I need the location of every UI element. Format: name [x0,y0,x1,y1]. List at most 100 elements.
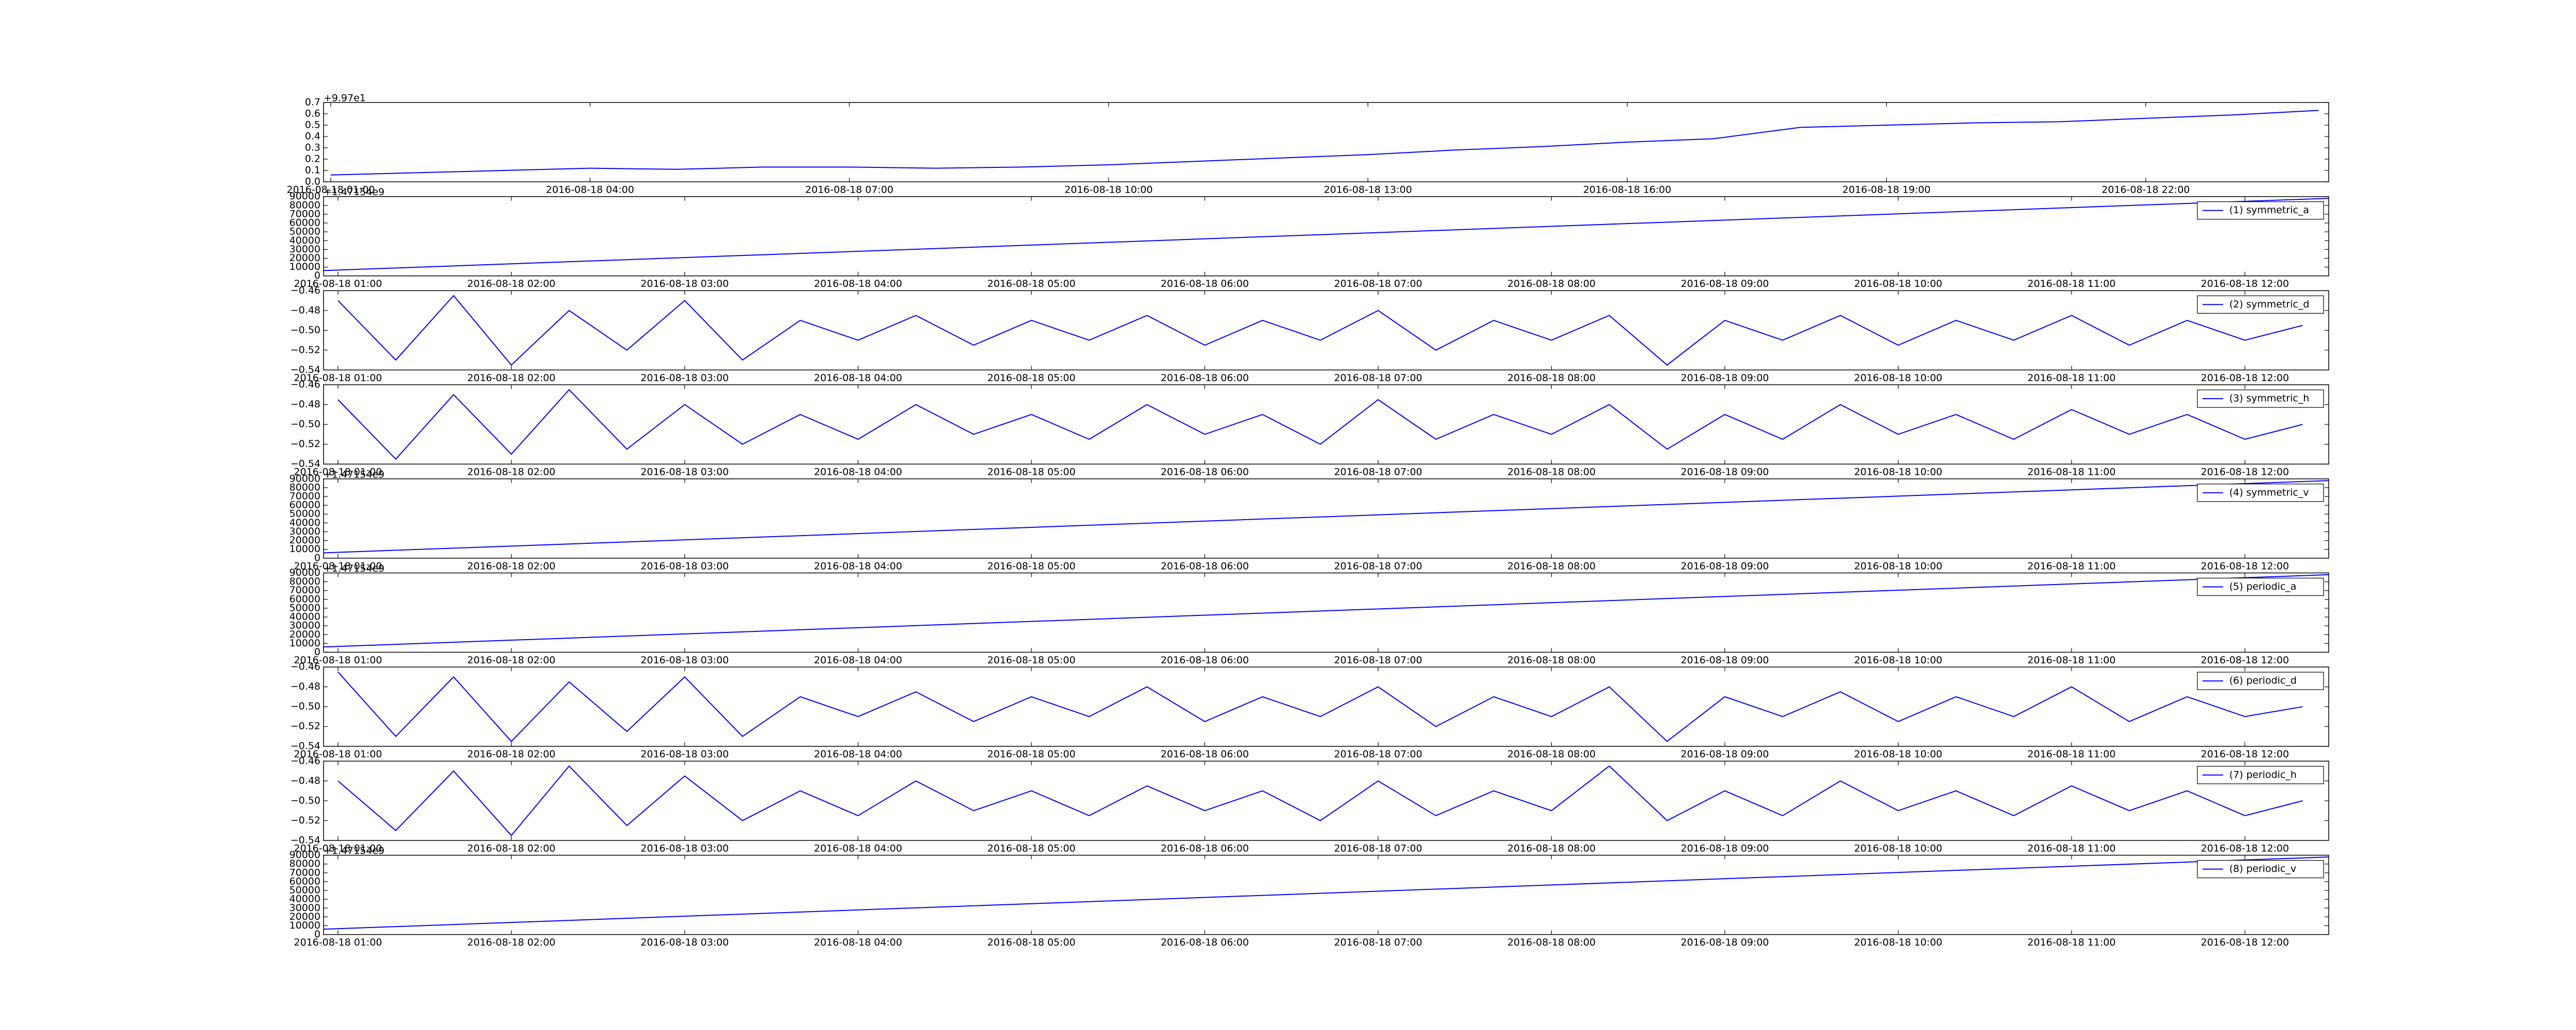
x-tick-label: 2016-08-18 02:00 [467,655,555,666]
x-tick-label: 2016-08-18 04:00 [546,184,634,196]
x-tick-label: 2016-08-18 12:00 [2201,749,2289,760]
y-tick-label: −0.50 [291,795,320,806]
x-tick-label: 2016-08-18 11:00 [2027,843,2115,854]
x-tick-label: 2016-08-18 08:00 [1507,843,1596,854]
x-tick-label: 2016-08-18 09:00 [1681,560,1769,572]
x-tick-label: 2016-08-18 01:00 [294,467,382,478]
series-line [337,765,2303,836]
x-tick-label: 2016-08-18 04:00 [814,467,902,478]
x-tick-label: 2016-08-18 02:00 [467,749,555,760]
x-tick-label: 2016-08-18 04:00 [814,655,902,666]
y-tick-label: 50000 [290,508,320,520]
x-tick-label: 2016-08-18 08:00 [1507,372,1596,384]
y-tick-label: 90000 [290,567,320,578]
y-tick-label: 50000 [290,602,320,613]
x-tick-label: 2016-08-18 05:00 [987,937,1075,948]
x-tick-label: 2016-08-18 06:00 [1161,372,1249,384]
x-tick-label: 2016-08-18 13:00 [1324,184,1412,196]
x-tick-label: 2016-08-18 10:00 [1064,184,1153,196]
x-tick-label: 2016-08-18 08:00 [1507,655,1596,666]
y-tick-label: 40000 [290,517,320,528]
x-tick-label: 2016-08-18 01:00 [294,843,382,854]
y-tick-label: 20000 [290,535,320,546]
x-tick-label: 2016-08-18 10:00 [1854,655,1942,666]
y-tick-label: 0.4 [305,131,320,142]
x-tick-label: 2016-08-18 08:00 [1507,467,1596,478]
y-tick-label: 60000 [290,500,320,511]
y-tick-label: 30000 [290,620,320,631]
y-tick-label: −0.52 [291,344,320,355]
x-tick-label: 2016-08-18 07:00 [805,184,893,196]
x-tick-label: 2016-08-18 02:00 [467,278,555,289]
x-tick-label: 2016-08-18 03:00 [640,843,728,854]
x-tick-label: 2016-08-18 19:00 [1842,184,1930,196]
x-tick-label: 2016-08-18 09:00 [1681,843,1769,854]
y-tick-label: 0 [314,646,320,658]
x-tick-label: 2016-08-18 09:00 [1681,467,1769,478]
x-tick-label: 2016-08-18 05:00 [987,749,1075,760]
axes-frame [323,290,2329,371]
y-tick-label: 30000 [290,526,320,537]
x-tick-label: 2016-08-18 09:00 [1681,937,1769,948]
y-tick-label: −0.46 [291,285,320,296]
x-tick-label: 2016-08-18 10:00 [1854,372,1942,384]
x-tick-label: 2016-08-18 05:00 [987,655,1075,666]
x-tick-label: 2016-08-18 11:00 [2027,937,2115,948]
y-tick-label: −0.46 [291,661,320,673]
y-tick-label: 30000 [290,244,320,255]
y-tick-label: −0.54 [291,364,320,375]
x-tick-label: 2016-08-18 11:00 [2027,467,2115,478]
x-tick-label: 2016-08-18 04:00 [814,937,902,948]
x-tick-label: 2016-08-18 07:00 [1334,560,1422,572]
legend-label: (7) periodic_h [2229,769,2297,780]
x-tick-label: 2016-08-18 08:00 [1507,560,1596,572]
y-tick-label: 0.6 [305,108,320,119]
y-tick-label: −0.50 [291,324,320,336]
axes-frame [323,854,2329,935]
y-tick-label: 90000 [290,473,320,484]
x-tick-label: 2016-08-18 11:00 [2027,749,2115,760]
y-tick-label: 30000 [290,902,320,914]
x-tick-label: 2016-08-18 07:00 [1334,749,1422,760]
x-tick-label: 2016-08-18 06:00 [1161,843,1249,854]
legend-label: (5) periodic_a [2229,581,2296,592]
y-tick-label: 70000 [290,208,320,219]
y-tick-label: 80000 [290,199,320,211]
legend-label: (3) symmetric_h [2229,393,2309,404]
y-tick-label: 50000 [290,885,320,896]
x-tick-label: 2016-08-18 10:00 [1854,937,1942,948]
y-tick-label: −0.46 [291,379,320,390]
x-tick-label: 2016-08-18 04:00 [814,560,902,572]
x-tick-label: 2016-08-18 02:00 [467,372,555,384]
x-tick-label: 2016-08-18 11:00 [2027,372,2115,384]
x-tick-label: 2016-08-18 09:00 [1681,278,1769,289]
x-tick-label: 2016-08-18 01:00 [286,184,375,196]
x-tick-label: 2016-08-18 02:00 [467,937,555,948]
offset-text: +1.47154e9 [324,469,384,480]
y-tick-label: −0.48 [291,681,320,692]
x-tick-label: 2016-08-18 05:00 [987,467,1075,478]
y-tick-label: −0.54 [291,834,320,846]
x-tick-label: 2016-08-18 10:00 [1854,278,1942,289]
x-tick-label: 2016-08-18 05:00 [987,278,1075,289]
series-line [337,672,2303,743]
offset-text: +1.47154e9 [324,563,384,574]
series-line [323,574,2329,648]
axes-frame [323,102,2329,182]
y-tick-label: 0.0 [305,176,320,187]
y-tick-label: −0.52 [291,438,320,450]
x-tick-label: 2016-08-18 03:00 [640,937,728,948]
x-tick-label: 2016-08-18 22:00 [2102,184,2190,196]
series-line [337,295,2303,366]
x-tick-label: 2016-08-18 05:00 [987,560,1075,572]
x-tick-label: 2016-08-18 12:00 [2201,278,2289,289]
x-tick-label: 2016-08-18 06:00 [1161,560,1249,572]
x-tick-label: 2016-08-18 12:00 [2201,560,2289,572]
axes-frame [323,478,2329,559]
x-tick-label: 2016-08-18 04:00 [814,749,902,760]
x-tick-label: 2016-08-18 03:00 [640,372,728,384]
x-tick-label: 2016-08-18 05:00 [987,843,1075,854]
y-tick-label: 0.7 [305,97,320,108]
y-tick-label: 70000 [290,585,320,596]
